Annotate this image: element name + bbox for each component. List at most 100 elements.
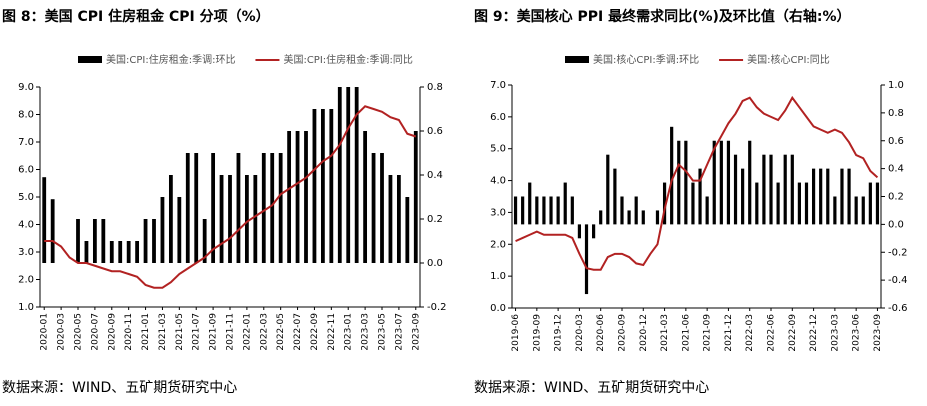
bar bbox=[868, 182, 872, 225]
bar bbox=[804, 182, 809, 225]
x-tick-label: 2019-12 bbox=[554, 314, 564, 352]
x-tick-label: 2023-03 bbox=[830, 314, 840, 352]
y2-tick-label: 0.0 bbox=[427, 258, 443, 269]
y2-tick-label: 1.0 bbox=[888, 80, 904, 91]
bar bbox=[194, 153, 199, 263]
y2-tick-label: 0.4 bbox=[427, 170, 443, 181]
bar bbox=[143, 219, 148, 263]
bar bbox=[185, 153, 190, 263]
x-tick-label: 2020-09 bbox=[617, 314, 627, 352]
bar bbox=[228, 175, 232, 263]
y2-tick-label: 0.8 bbox=[888, 108, 904, 119]
line bbox=[44, 105, 417, 289]
x-tick-label: 2020-12 bbox=[639, 314, 649, 352]
x-tick-label: 2022-11 bbox=[327, 313, 337, 351]
legend-label: 美国:核心CPI:同比 bbox=[747, 53, 830, 66]
x-tick-label: 2020-03 bbox=[575, 314, 585, 352]
bar bbox=[535, 196, 539, 225]
x-tick-label: 2021-09 bbox=[703, 314, 713, 352]
bar bbox=[270, 153, 275, 263]
bar bbox=[840, 168, 844, 225]
chart-title: 图 9：美国核心 PPI 最终需求同比(%)及环比值（右轴:%） bbox=[474, 8, 851, 25]
x-tick-label: 2021-06 bbox=[681, 314, 691, 352]
bar bbox=[177, 197, 182, 263]
y-tick-label: 8.0 bbox=[18, 110, 34, 121]
bar bbox=[563, 182, 567, 225]
y-tick-label: 2.0 bbox=[490, 239, 506, 250]
source-note: 数据来源：WIND、五矿期货研究中心 bbox=[474, 379, 709, 396]
bar bbox=[556, 196, 560, 225]
x-tick-label: 2020-11 bbox=[124, 313, 134, 351]
y2-tick-label: 0.8 bbox=[427, 82, 443, 93]
bar bbox=[826, 168, 830, 225]
bar bbox=[854, 196, 858, 225]
bar bbox=[42, 177, 47, 263]
y-tick-label: 6.0 bbox=[490, 112, 506, 123]
bar bbox=[528, 182, 532, 225]
bar bbox=[748, 140, 752, 225]
bar bbox=[670, 126, 674, 225]
bar bbox=[295, 131, 300, 263]
bar bbox=[521, 196, 525, 225]
bar bbox=[50, 199, 55, 263]
bar bbox=[819, 168, 823, 225]
chart-title: 图 8：美国 CPI 住房租金 CPI 分项（%） bbox=[2, 8, 270, 25]
bar bbox=[253, 175, 258, 263]
bar bbox=[278, 153, 283, 263]
x-tick-label: 2022-09 bbox=[310, 313, 320, 351]
bar bbox=[354, 87, 359, 263]
bar bbox=[592, 224, 596, 239]
x-tick-label: 2023-09 bbox=[411, 313, 421, 351]
legend-label: 美国:CPI:住房租金:季调:环比 bbox=[106, 53, 235, 66]
bar bbox=[847, 168, 851, 225]
bar bbox=[202, 219, 207, 263]
x-tick-label: 2023-07 bbox=[394, 313, 404, 351]
bar bbox=[329, 109, 334, 263]
bar bbox=[388, 175, 393, 263]
x-tick-label: 2020-03 bbox=[57, 313, 67, 351]
x-tick-label: 2020-01 bbox=[40, 313, 50, 351]
bar bbox=[705, 196, 709, 225]
x-tick-label: 2022-03 bbox=[259, 313, 269, 351]
bar bbox=[84, 241, 89, 263]
bar bbox=[244, 175, 249, 263]
x-tick-label: 2021-03 bbox=[660, 314, 670, 352]
bar bbox=[160, 197, 165, 263]
bar bbox=[549, 196, 553, 225]
x-tick-label: 2021-11 bbox=[226, 313, 236, 351]
x-tick-label: 2019-06 bbox=[511, 314, 521, 352]
y-tick-label: 9.0 bbox=[18, 82, 34, 93]
x-tick-label: 2023-03 bbox=[361, 313, 371, 351]
bar bbox=[118, 241, 123, 263]
bar bbox=[287, 131, 292, 263]
bar bbox=[755, 182, 759, 225]
bar bbox=[641, 210, 645, 225]
y2-tick-label: -0.6 bbox=[888, 303, 908, 314]
bar bbox=[620, 196, 624, 225]
line bbox=[515, 95, 879, 271]
x-tick-label: 2022-05 bbox=[276, 313, 286, 351]
bar bbox=[570, 196, 574, 225]
y-tick-label: 0.0 bbox=[490, 303, 506, 314]
y-tick-label: 1.0 bbox=[490, 271, 506, 282]
bar bbox=[769, 154, 773, 225]
bar bbox=[126, 241, 131, 263]
bar bbox=[405, 197, 410, 263]
y-tick-label: 4.0 bbox=[18, 220, 34, 231]
y-tick-label: 7.0 bbox=[18, 137, 34, 148]
y-tick-label: 5.0 bbox=[490, 144, 506, 155]
bar bbox=[346, 87, 351, 263]
bar bbox=[76, 219, 80, 263]
bar bbox=[733, 154, 738, 225]
bar bbox=[236, 153, 241, 263]
y2-tick-label: -0.2 bbox=[888, 247, 908, 258]
bar bbox=[413, 131, 418, 263]
x-tick-label: 2022-01 bbox=[242, 313, 252, 351]
legend-label: 美国:CPI:住房租金:季调:同比 bbox=[283, 53, 412, 66]
x-tick-label: 2020-09 bbox=[107, 313, 117, 351]
bar bbox=[261, 153, 266, 263]
x-tick-label: 2023-09 bbox=[873, 314, 883, 352]
bar bbox=[152, 219, 156, 263]
bar bbox=[320, 109, 325, 263]
bar bbox=[168, 175, 173, 263]
